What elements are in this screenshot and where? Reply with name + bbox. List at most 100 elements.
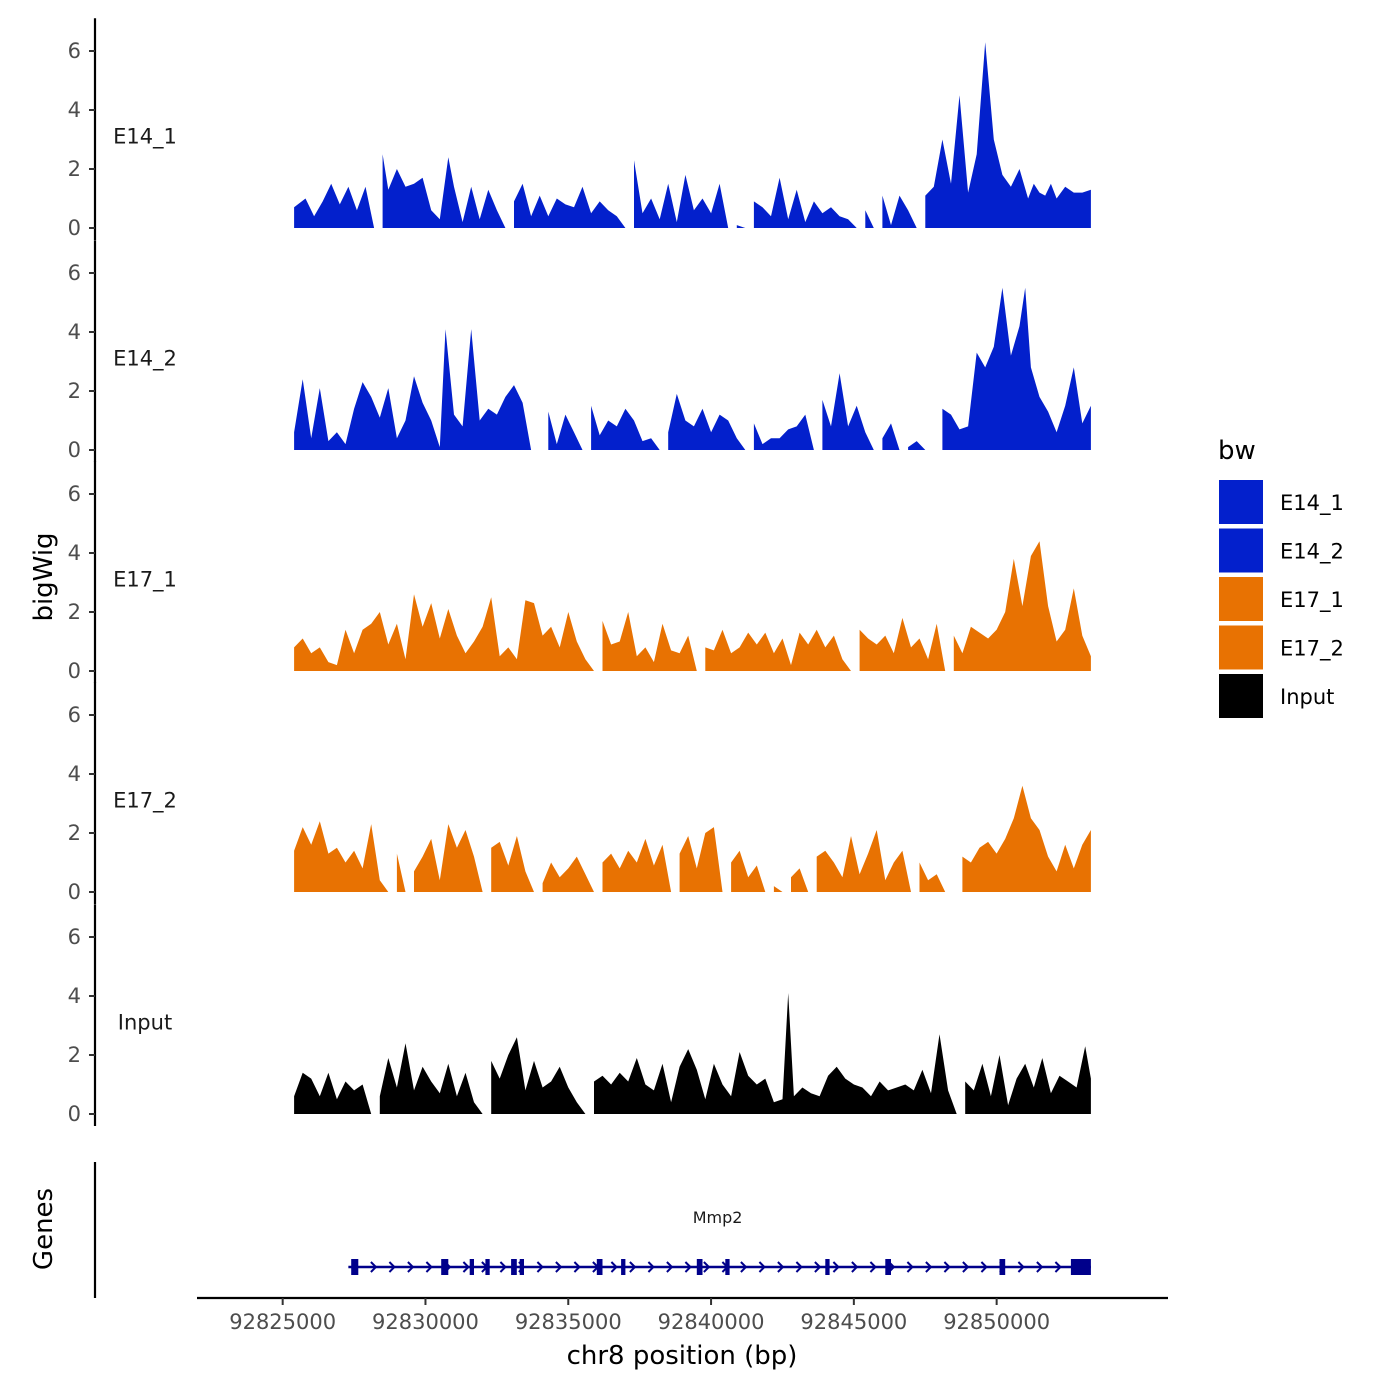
x-axis: 92825000 92830000 92835000 92840000 92845000… [197,1296,1168,1334]
x-tick-label: 92830000 [372,1310,479,1334]
y-tick-label: 2 [68,1043,81,1067]
gene-exon [441,1259,449,1275]
strand-arrow [573,1261,581,1273]
strand-arrow [425,1261,433,1273]
strand-arrow [943,1261,951,1273]
y-tick-label: 6 [68,261,81,285]
coverage-area [294,42,1091,229]
gene-exon [469,1259,474,1275]
track-label: E14_2 [113,347,177,372]
track-label: Input [118,1011,172,1035]
x-tick-label: 92840000 [658,1310,765,1334]
strand-arrow [703,1261,711,1273]
y-tick-label: 4 [68,984,81,1008]
legend: bw E14_1 E14_2 E17_1 E17_2 Input [1218,436,1344,718]
gene-track: Mmp2 [93,1162,1091,1298]
track-e17-1: 0 2 4 6 E17_1 [68,461,1091,683]
strand-arrow [832,1261,840,1273]
coverage-area [294,785,1091,892]
strand-arrow [1036,1261,1044,1273]
strand-arrow [814,1261,822,1273]
strand-arrow [666,1261,674,1273]
gene-exon [351,1259,359,1275]
gene-exon [485,1259,490,1275]
strand-arrow [962,1261,970,1273]
track-label: E17_2 [113,789,177,814]
track-label: E17_1 [113,568,177,593]
x-tick-label: 92835000 [515,1310,622,1334]
y-tick-label: 6 [68,482,81,506]
legend-label: Input [1280,685,1334,709]
strand-arrow [980,1261,988,1273]
gene-mmp2: Mmp2 [348,1208,1091,1275]
strand-arrow [629,1261,637,1273]
gene-exon [885,1259,891,1275]
y-axis-title: bigWig [29,532,59,621]
x-tick-label: 92845000 [800,1310,907,1334]
legend-swatch [1219,625,1263,670]
coverage-area [294,287,1091,450]
legend-swatch [1219,577,1263,621]
genes-axis-title: Genes [29,1188,59,1270]
gene-exon [725,1259,730,1275]
strand-arrow [851,1261,859,1273]
y-tick-label: 4 [68,762,81,786]
strand-arrow [647,1261,655,1273]
track-input: 0 2 4 6 Input [68,904,1091,1126]
track-e14-2: 0 2 4 6 E14_2 [68,240,1091,462]
y-tick-label: 4 [68,541,81,565]
legend-label: E14_2 [1280,540,1344,565]
strand-arrow [758,1261,766,1273]
coverage-area [294,993,1091,1114]
bigwig-tracks: 0 2 4 6 E14_1 0 2 4 6 E14_2 0 2 4 6 E17_1 0 2 4 6 E17_2 0 2 4 6… [68,18,1091,1126]
strand-arrow [555,1261,563,1273]
y-tick-label: 2 [68,379,81,403]
legend-label: E14_1 [1280,491,1344,516]
track-e17-2: 0 2 4 6 E17_2 [68,682,1091,904]
y-tick-label: 0 [68,659,81,683]
strand-arrow [684,1261,692,1273]
strand-arrow [462,1261,470,1273]
strand-arrow [388,1261,396,1273]
strand-arrow [536,1261,544,1273]
gene-exon [696,1259,703,1275]
legend-label: E17_2 [1280,637,1344,662]
track-label: E14_1 [113,125,177,150]
x-tick-label: 92850000 [943,1310,1050,1334]
x-tick-label: 92825000 [229,1310,336,1334]
gene-exon [519,1259,524,1275]
strand-arrow [795,1261,803,1273]
legend-swatch [1219,674,1263,718]
gene-exon [999,1259,1006,1275]
y-tick-label: 2 [68,821,81,845]
strand-arrow [777,1261,785,1273]
strand-arrow [869,1261,877,1273]
legend-label: E17_1 [1280,588,1344,613]
gene-exon [825,1259,830,1275]
y-tick-label: 0 [68,1102,81,1126]
track-e14-1: 0 2 4 6 E14_1 [68,18,1091,240]
strand-arrow [740,1261,748,1273]
legend-title: bw [1218,436,1256,466]
y-tick-label: 0 [68,438,81,462]
strand-arrow [370,1261,378,1273]
y-tick-label: 0 [68,216,81,240]
gene-exon [596,1259,603,1275]
legend-swatch [1219,528,1263,573]
coverage-area [294,541,1091,671]
y-tick-label: 2 [68,157,81,181]
x-axis-title: chr8 position (bp) [567,1341,798,1371]
gene-exon [1070,1259,1091,1275]
legend-swatch [1219,480,1263,524]
strand-arrow [925,1261,933,1273]
gene-exon [511,1259,517,1275]
strand-arrow [1054,1261,1062,1273]
y-tick-label: 6 [68,39,81,63]
y-tick-label: 4 [68,98,81,122]
gene-exon [621,1259,626,1275]
strand-arrow [610,1261,618,1273]
strand-arrow [906,1261,914,1273]
y-tick-label: 4 [68,320,81,344]
strand-arrow [1017,1261,1025,1273]
